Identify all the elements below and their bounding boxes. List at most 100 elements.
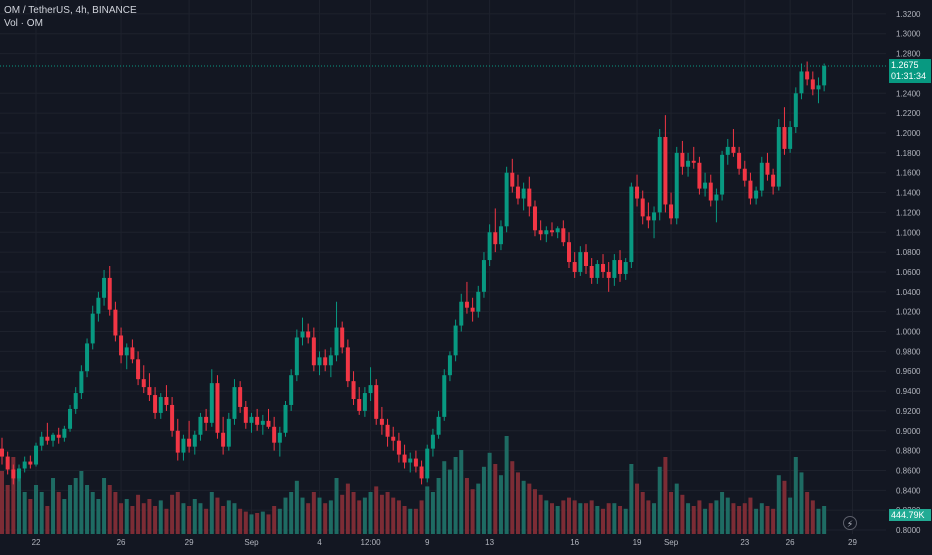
volume-bar [391,497,396,534]
volume-bar [776,475,781,534]
volume-bar [379,494,384,534]
volume-bar [674,483,679,534]
volume-bar [759,503,764,534]
y-tick-label: 0.9400 [896,387,921,396]
volume-bar [657,466,662,534]
candle-body [544,230,549,235]
candle-body [748,180,753,199]
volume-bar [328,500,333,534]
candle-body [515,186,520,199]
x-tick-label: 19 [633,538,642,547]
volume-bar [510,461,515,534]
volume-bar [561,500,566,534]
candle-body [153,395,158,413]
volume-bar [260,511,265,534]
lightning-icon[interactable]: ⚡︎ [843,516,857,530]
candle-body [334,327,339,356]
volume-bar [102,478,107,534]
volume-bar [68,485,73,534]
candle-body [79,371,84,394]
volume-bar [549,503,554,534]
time-axis[interactable]: 22 26 29 Sep 4 12:00 9 13 16 19 Sep 23 26 29 [32,538,858,547]
candle-body [629,186,634,263]
volume-bar [45,506,50,534]
candle-body [362,393,367,411]
candle-body [725,146,730,155]
candle-body [402,454,407,463]
candle-body [765,162,770,175]
x-tick-label: 26 [786,538,795,547]
candle-body [294,337,299,376]
candle-body [130,347,135,360]
candle-body [470,307,475,312]
candle-body [561,228,566,243]
candle-body [782,127,787,149]
candle-body [187,438,192,447]
volume-bar [555,506,560,534]
volume-bar [56,492,61,534]
candle-body [578,252,583,272]
candle-body [498,226,503,245]
volume-bar [28,499,33,534]
candle-body [317,357,322,366]
candle-body [351,381,356,400]
candle-body [45,436,50,441]
volume-bar [119,503,124,534]
y-tick-label: 1.3000 [896,30,921,39]
candle-body [442,375,447,417]
candle-body [11,469,16,479]
volume-bar [272,506,277,534]
candle-body [249,416,254,423]
y-tick-label: 0.9000 [896,427,921,436]
volume-bar [374,486,379,534]
symbol-title[interactable]: OM / TetherUS, 4h, BINANCE [4,5,137,16]
price-axis[interactable]: 1.3200 1.3000 1.2800 1.2400 1.2200 1.2000 1.18… [896,10,921,535]
volume-bar [147,499,152,534]
volume-bar [686,503,691,534]
volume-bar [402,506,407,534]
candle-body [759,162,764,191]
candle-body [283,404,288,433]
candle-body [328,355,333,366]
x-tick-label: 13 [485,538,494,547]
last-price-value: 1.2675 [891,60,919,70]
candle-body [51,434,56,441]
volume-legend[interactable]: Vol · OM [4,18,43,29]
candle-body [232,387,237,419]
candle-body [793,93,798,128]
volume-bar [725,497,730,534]
volume-bar [640,492,645,534]
y-tick-label: 1.3200 [896,10,921,19]
volume-bar [504,436,509,534]
volume-bar [357,500,362,534]
volume-bar [113,492,118,534]
candle-body [238,387,243,407]
candle-body [374,385,379,419]
volume-bar [436,478,441,534]
candle-body [584,252,589,267]
candle-body [771,174,776,187]
y-tick-label: 1.0200 [896,308,921,317]
volume-bar [243,511,248,534]
candle-body [28,461,33,465]
y-tick-label: 1.2800 [896,50,921,59]
candle-body [504,172,509,227]
candle-body [68,408,73,429]
volume-bar [810,500,815,534]
volume-bar [515,472,520,534]
candle-body [289,375,294,405]
volume-bar [340,494,345,534]
grid [0,0,886,534]
candle-body [181,438,186,453]
y-tick-label: 1.1800 [896,149,921,158]
volume-bar [11,457,16,534]
volume-bar [96,499,101,534]
volume-bar [306,503,311,534]
candle-body [652,212,657,221]
volume-bar [153,506,158,534]
candle-body [300,331,305,338]
volume-bar [334,478,339,534]
candle-body [255,416,260,425]
